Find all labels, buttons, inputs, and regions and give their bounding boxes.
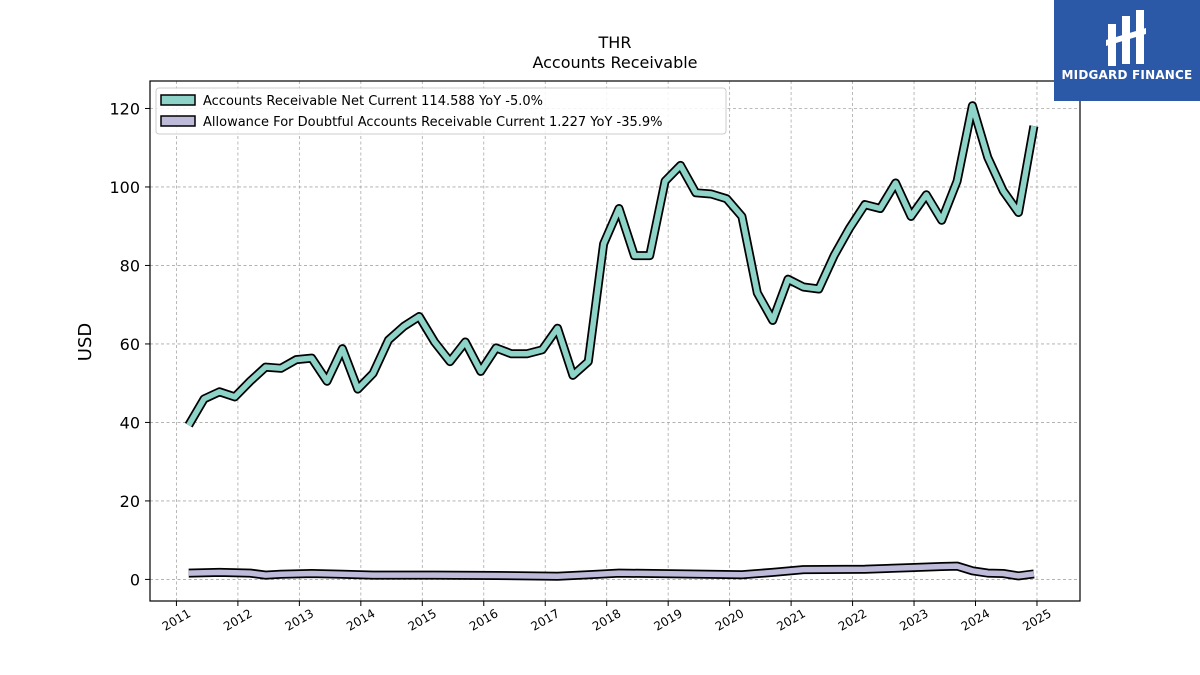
- x-tick-label: 2024: [959, 606, 992, 633]
- legend-box: [155, 87, 727, 135]
- legend-label-allowance: Allowance For Doubtful Accounts Receivab…: [203, 115, 663, 130]
- series-lines: [184, 101, 1039, 581]
- legend-label-receivable: Accounts Receivable Net Current 114.588 …: [203, 94, 543, 109]
- legend-swatch-receivable: [160, 94, 196, 106]
- x-tick-label: 2018: [590, 606, 623, 633]
- x-tick-label: 2019: [651, 606, 684, 633]
- chart-title: THR: [598, 33, 632, 52]
- brand-name: MIDGARD FINANCE: [1061, 68, 1193, 82]
- y-tick-label: 20: [120, 492, 140, 511]
- y-tick-label: 120: [109, 99, 140, 118]
- x-tick-label: 2011: [160, 606, 193, 633]
- series-line-1: [188, 563, 1035, 580]
- x-tick-label: 2020: [713, 606, 746, 633]
- y-axis-label: USD: [75, 323, 96, 361]
- x-tick-label: 2012: [221, 606, 254, 633]
- x-tick-label: 2014: [344, 606, 377, 633]
- x-tick-label: 2023: [897, 606, 930, 633]
- x-tick-label: 2016: [467, 606, 500, 633]
- x-tick-label: 2025: [1020, 606, 1053, 633]
- y-tick-label: 0: [130, 570, 140, 589]
- x-tick-label: 2022: [836, 606, 869, 633]
- y-tick-label: 60: [120, 335, 140, 354]
- brand-logo: MIDGARD FINANCE: [1054, 0, 1200, 101]
- x-tick-label: 2015: [406, 606, 439, 633]
- chart-subtitle: Accounts Receivable: [532, 53, 697, 72]
- series-line-0: [186, 102, 1037, 427]
- legend-swatch-allowance: [160, 115, 196, 127]
- grid: [150, 81, 1080, 601]
- x-tick-label: 2013: [283, 606, 316, 633]
- brand-logo-mark-icon: [1106, 10, 1146, 66]
- y-tick-label: 100: [109, 178, 140, 197]
- y-tick-label: 40: [120, 413, 140, 432]
- y-tick-label: 80: [120, 256, 140, 275]
- legend: Accounts Receivable Net Current 114.588 …: [155, 87, 727, 135]
- plot-frame: [149, 80, 1081, 602]
- x-tick-label: 2017: [529, 606, 562, 633]
- x-tick-label: 2021: [774, 606, 807, 633]
